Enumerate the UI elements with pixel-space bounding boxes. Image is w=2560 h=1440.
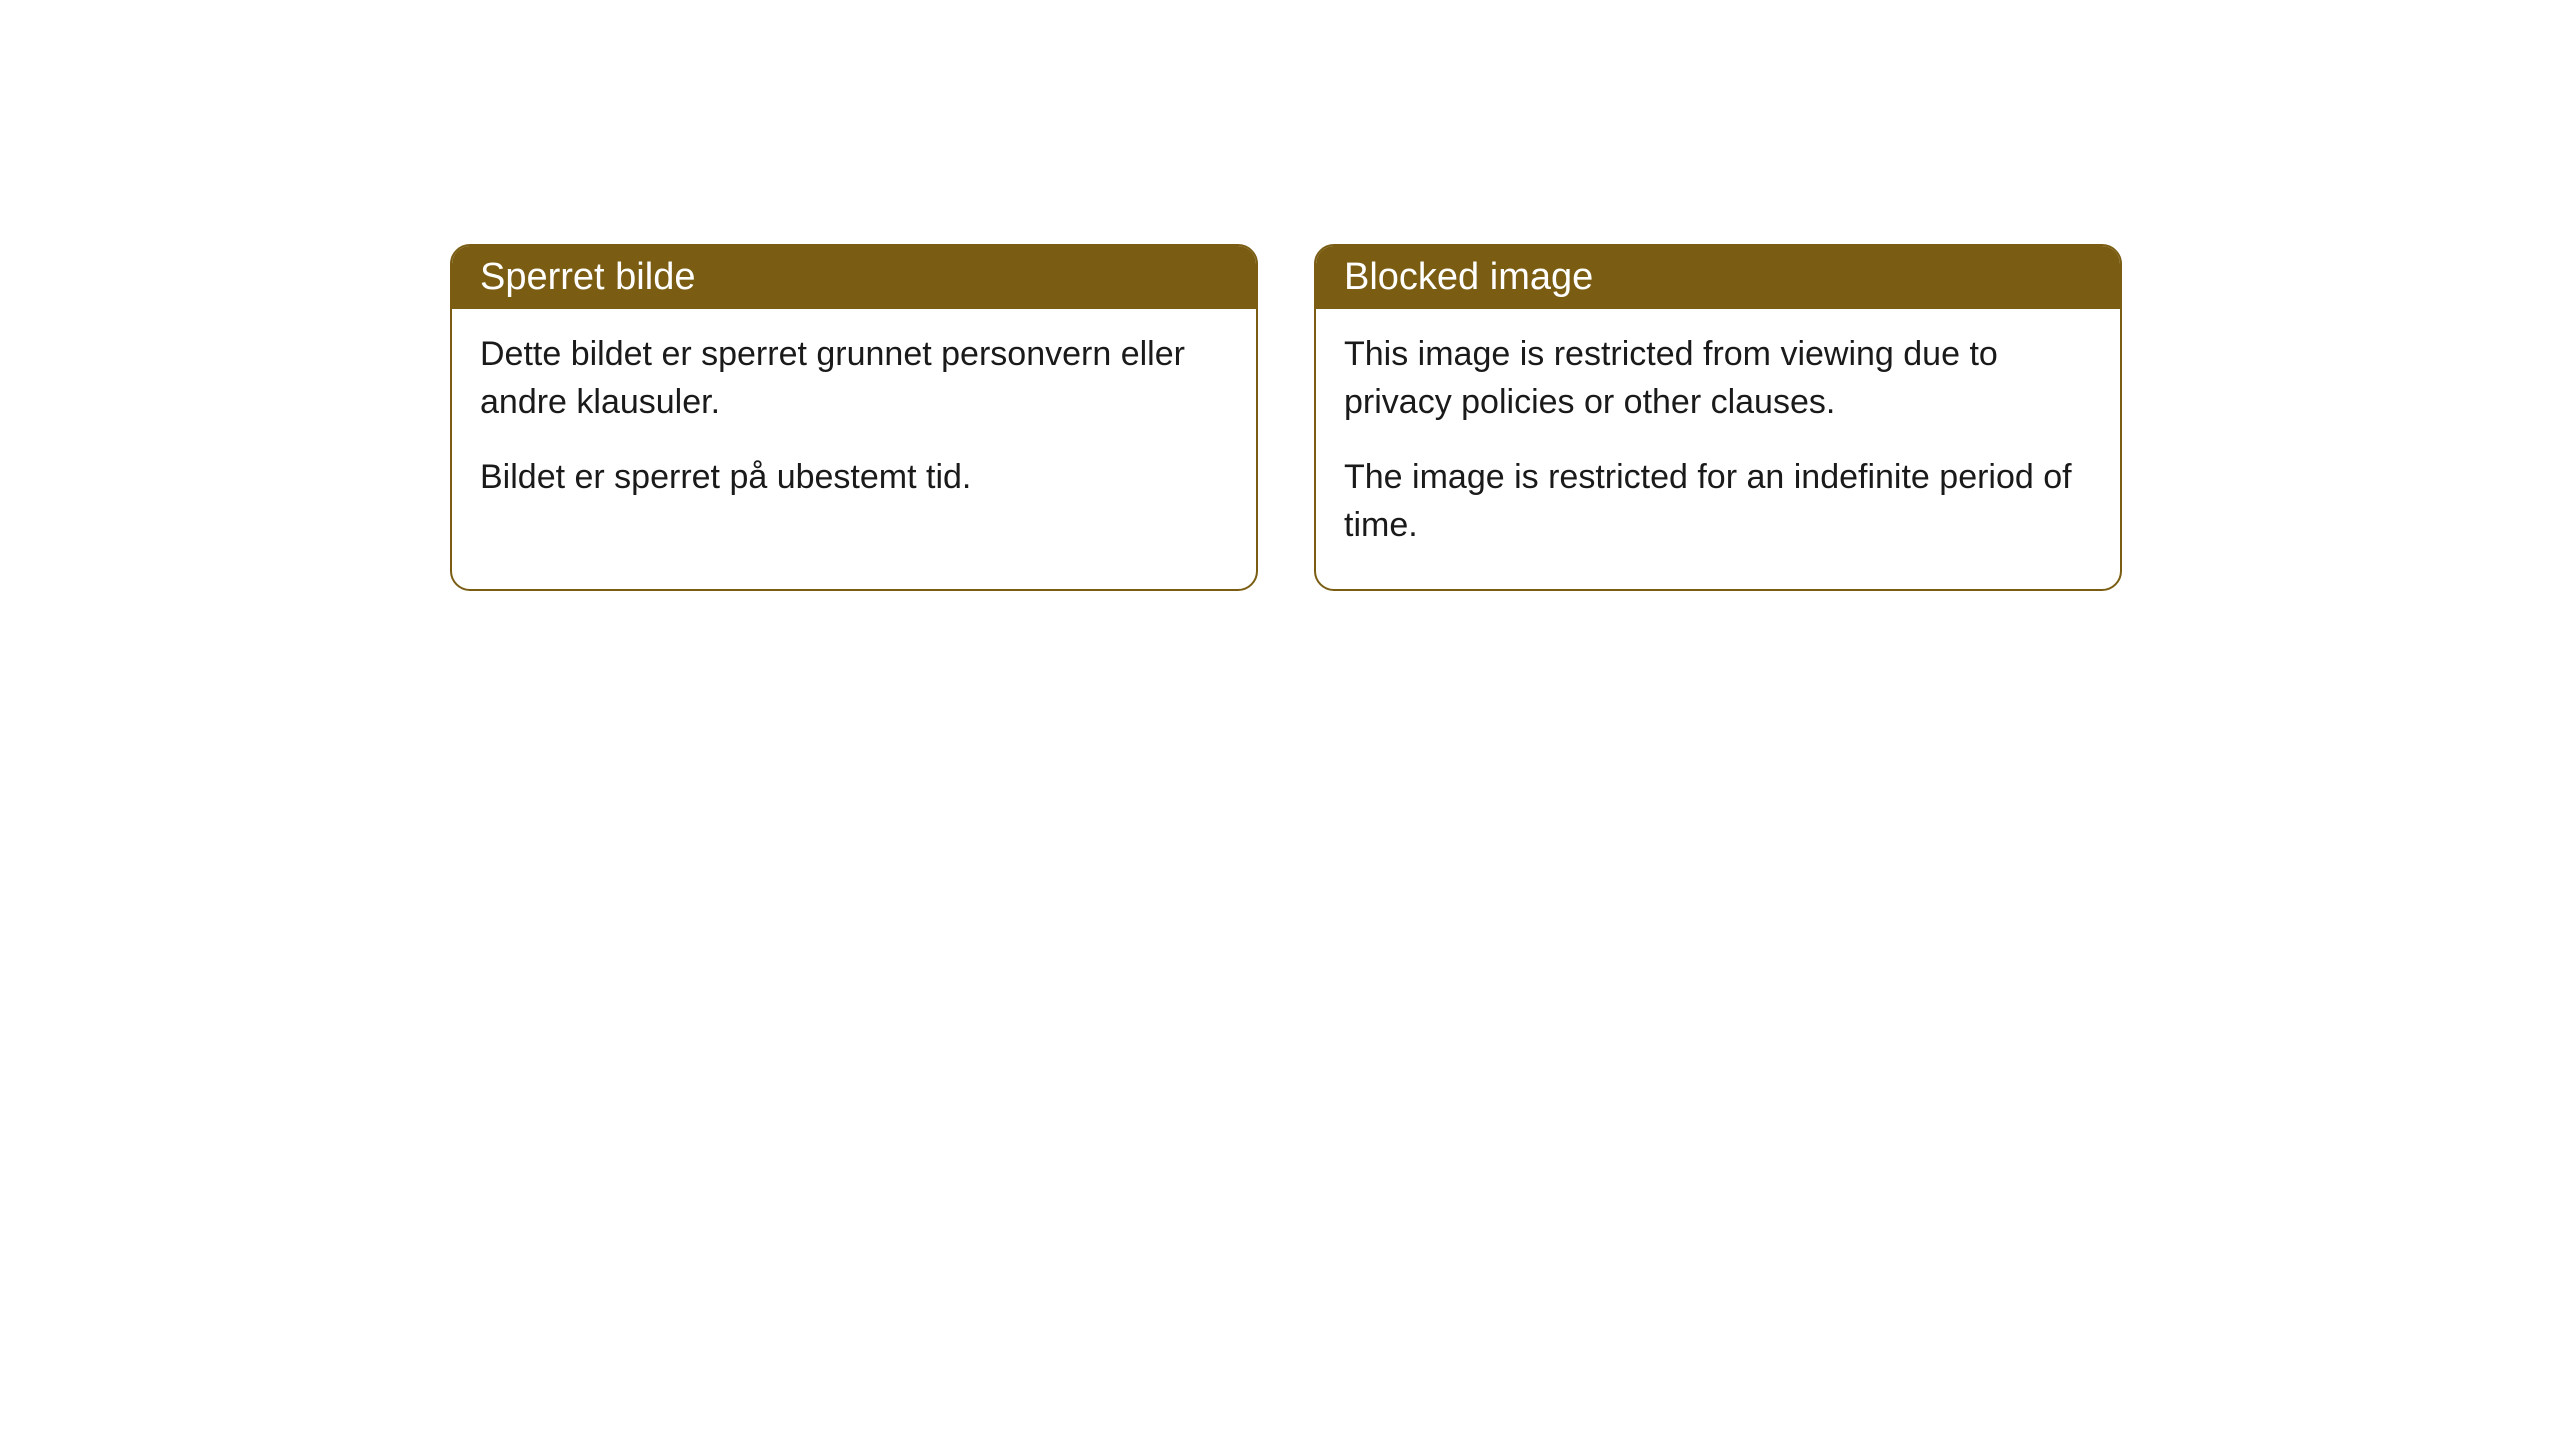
card-text-english-1: This image is restricted from viewing du… [1344,331,2092,426]
card-text-norwegian-2: Bildet er sperret på ubestemt tid. [480,454,1228,502]
card-header-english: Blocked image [1316,246,2120,309]
card-text-english-2: The image is restricted for an indefinit… [1344,454,2092,549]
card-english: Blocked image This image is restricted f… [1314,244,2122,591]
card-norwegian: Sperret bilde Dette bildet er sperret gr… [450,244,1258,591]
card-body-norwegian: Dette bildet er sperret grunnet personve… [452,309,1256,542]
card-header-norwegian: Sperret bilde [452,246,1256,309]
card-text-norwegian-1: Dette bildet er sperret grunnet personve… [480,331,1228,426]
cards-container: Sperret bilde Dette bildet er sperret gr… [450,244,2122,591]
card-body-english: This image is restricted from viewing du… [1316,309,2120,589]
